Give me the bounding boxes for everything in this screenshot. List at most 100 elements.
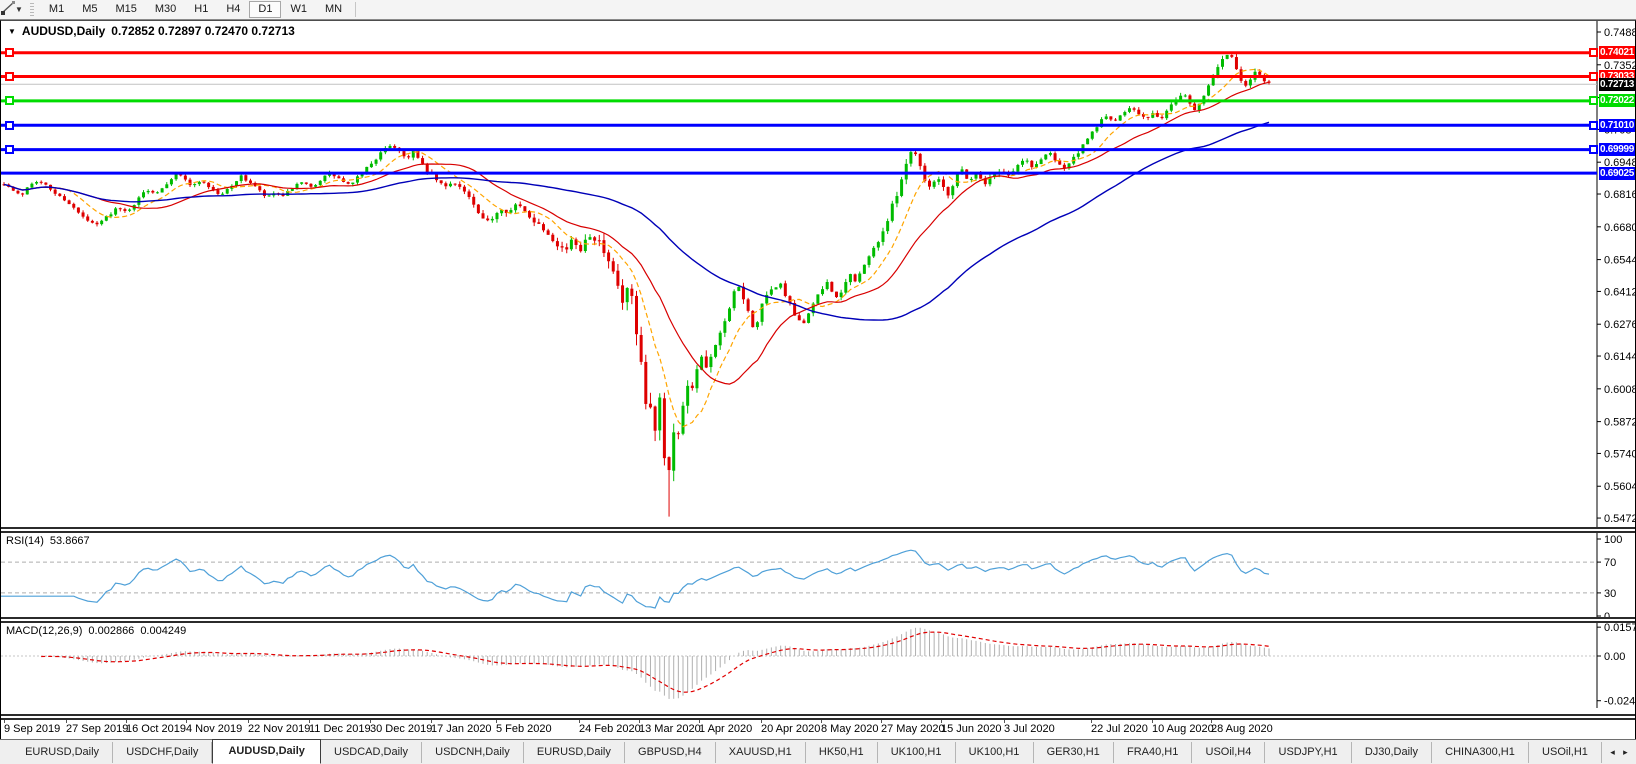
candle-body: [197, 181, 201, 185]
timeframe-button-h1[interactable]: H1: [194, 3, 209, 15]
level-line-handle[interactable]: [5, 48, 14, 58]
candle-body: [704, 356, 708, 368]
candle-body: [114, 208, 118, 215]
timeframe-button-h4[interactable]: H4: [226, 3, 241, 15]
chart-tab-fra40-h1[interactable]: FRA40,H1: [1114, 742, 1193, 763]
tab-scroll-right-icon[interactable]: ▸: [1623, 747, 1628, 757]
toolbar-separator: [355, 2, 357, 17]
candle-body: [1244, 81, 1248, 86]
level-line-handle[interactable]: [1589, 96, 1598, 106]
candle-body: [909, 152, 913, 164]
chart-tab-usdcad-daily[interactable]: USDCAD,Daily: [321, 742, 423, 763]
pane-divider[interactable]: [1, 527, 1635, 533]
main-chart-canvas[interactable]: 0.748800.735200.721600.708400.694800.681…: [1, 21, 1635, 527]
candle-body: [895, 196, 899, 204]
main-price-pane[interactable]: ▼ AUDUSD,Daily 0.72852 0.72897 0.72470 0…: [1, 21, 1635, 527]
candle-body: [853, 274, 857, 282]
chart-tab-china300-h1[interactable]: CHINA300,H1: [1432, 742, 1529, 763]
candle-body: [211, 186, 215, 191]
candle-body: [1225, 54, 1229, 59]
candle-body: [532, 217, 536, 223]
date-axis-tick: [1091, 720, 1092, 723]
candle-body: [183, 175, 187, 180]
chart-dropdown-icon[interactable]: ▼: [8, 26, 16, 36]
chart-tab-usdjpy-h1[interactable]: USDJPY,H1: [1265, 742, 1352, 763]
candle-body: [793, 303, 797, 316]
level-line-handle[interactable]: [5, 120, 14, 130]
candle-body: [546, 230, 550, 235]
timeframe-button-m1[interactable]: M1: [48, 3, 65, 15]
chart-tab-dj30-daily[interactable]: DJ30,Daily: [1352, 742, 1433, 763]
level-line-handle[interactable]: [5, 96, 14, 106]
date-axis[interactable]: 9 Sep 2019 27 Sep 2019 16 Oct 2019 4 Nov 20…: [1, 720, 1635, 739]
level-line-handle[interactable]: [5, 72, 14, 82]
date-axis-label: 11 Dec 2019: [309, 723, 371, 735]
date-axis-label: 10 Aug 2020: [1152, 723, 1214, 735]
date-axis-label: 28 Aug 2020: [1211, 723, 1273, 735]
chart-tab-eurusd-daily[interactable]: EURUSD,Daily: [524, 742, 625, 763]
chart-tab-xauusd-h1[interactable]: XAUUSD,H1: [716, 742, 806, 763]
crosshair-pointer-icon[interactable]: [0, 1, 15, 17]
timeframe-button-m5[interactable]: M5: [82, 3, 98, 15]
level-price-badge: 0.69025: [1599, 167, 1635, 180]
chart-tab-gbpusd-h4[interactable]: GBPUSD,H4: [625, 742, 716, 763]
level-line-handle[interactable]: [1589, 48, 1598, 58]
tab-scroll-controls: ◂ ▸: [1602, 742, 1636, 763]
level-line-handle[interactable]: [1589, 72, 1598, 82]
chart-tab-uk100-h1[interactable]: UK100,H1: [878, 742, 956, 763]
tab-scroll-left-icon[interactable]: ◂: [1610, 747, 1615, 757]
rsi-indicator-pane[interactable]: RSI(14)53.8667 10070300: [1, 533, 1635, 623]
candle-body: [104, 216, 108, 221]
pointer-dropdown-caret[interactable]: ▼: [15, 5, 23, 14]
candle-body: [142, 192, 146, 198]
candle-body: [90, 220, 94, 223]
level-price-badge: 0.72022: [1599, 94, 1635, 107]
level-line-handle[interactable]: [1589, 145, 1598, 155]
candle-body: [453, 183, 457, 185]
candle-body: [202, 181, 206, 183]
chart-tab-uk100-h1[interactable]: UK100,H1: [956, 742, 1034, 763]
macd-canvas[interactable]: 0.015741 0.00 -0.02441: [1, 623, 1635, 708]
level-line-handle[interactable]: [1589, 120, 1598, 130]
level-price-badge: 0.71010: [1599, 119, 1635, 132]
candle-body: [216, 190, 220, 194]
chart-tab-usdchf-daily[interactable]: USDCHF,Daily: [113, 742, 213, 763]
candle-body: [193, 184, 197, 186]
timeframe-button-m30[interactable]: M30: [154, 3, 177, 15]
level-line-handle[interactable]: [5, 145, 14, 155]
candle-body: [1248, 79, 1252, 86]
chart-tab-usdcnh-daily[interactable]: USDCNH,Daily: [422, 742, 524, 763]
candle-body: [523, 206, 527, 212]
candle-body: [839, 292, 843, 298]
rsi-canvas[interactable]: 10070300: [1, 533, 1635, 623]
chart-tab-ger30-h1[interactable]: GER30,H1: [1034, 742, 1114, 763]
candle-body: [788, 296, 792, 304]
candle-body: [1197, 103, 1201, 111]
timeframe-button-d1[interactable]: D1: [249, 1, 282, 18]
timeframe-button-w1[interactable]: W1: [290, 3, 307, 15]
date-axis-label: 13 Mar 2020: [639, 723, 701, 735]
date-axis-tick: [248, 720, 249, 723]
timeframe-button-m15[interactable]: M15: [115, 3, 137, 15]
pane-divider[interactable]: [1, 617, 1635, 623]
chart-tab-audusd-daily[interactable]: AUDUSD,Daily: [212, 739, 321, 764]
toolbar-grip[interactable]: [29, 3, 34, 16]
candle-body: [323, 175, 327, 182]
candle-body: [281, 194, 285, 196]
rsi-axis-label: 30: [1604, 588, 1616, 600]
candle-body: [890, 203, 894, 221]
candle-body: [797, 315, 801, 321]
chart-tab-hk50-h1[interactable]: HK50,H1: [806, 742, 878, 763]
date-axis-label: 5 Feb 2020: [496, 723, 552, 735]
chart-tab-usoil-h4[interactable]: USOil,H4: [1192, 742, 1266, 763]
macd-indicator-pane[interactable]: MACD(12,26,9) 0.002866 0.004249 0.015741…: [1, 623, 1635, 708]
chart-tab-eurusd-daily[interactable]: EURUSD,Daily: [12, 742, 114, 763]
timeframe-button-mn[interactable]: MN: [324, 3, 343, 15]
candle-body: [858, 273, 862, 282]
date-axis-tick: [941, 720, 942, 723]
candle-body: [867, 256, 871, 265]
chart-tab-usoil-h1[interactable]: USOil,H1: [1529, 742, 1602, 763]
pane-divider[interactable]: [1, 714, 1635, 720]
